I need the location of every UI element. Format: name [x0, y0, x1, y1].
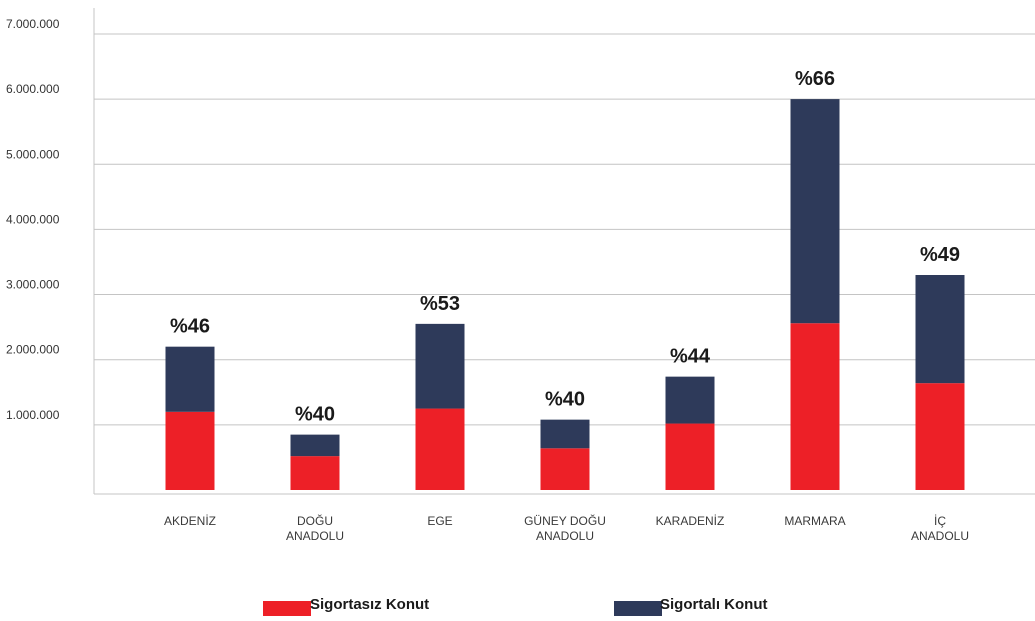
y-tick-label: 5.000.000: [6, 147, 60, 161]
bar-sigortasiz: [915, 383, 965, 490]
category-label: MARMARA: [784, 514, 845, 528]
category-label-line: AKDENİZ: [164, 514, 216, 528]
bar-sigortasiz: [540, 448, 590, 490]
bar-sigortasiz: [415, 408, 465, 490]
legend-swatch-sigortali: [614, 601, 662, 616]
legend-swatch-sigortasiz: [263, 601, 311, 616]
category-label-line: ANADOLU: [911, 529, 969, 543]
y-tick-label: 6.000.000: [6, 82, 60, 96]
category-label: KARADENİZ: [656, 514, 725, 528]
bar-sigortasiz: [290, 456, 340, 490]
category-label: İÇ ANADOLU: [911, 514, 969, 543]
legend-label-sigortali: Sigortalı Konut: [660, 596, 768, 613]
bar-sigortasiz: [665, 423, 715, 490]
category-label: GÜNEY DOĞU ANADOLU: [524, 513, 606, 543]
category-label: DOĞU ANADOLU: [286, 513, 344, 543]
y-tick-label: 7.000.000: [6, 17, 60, 31]
category-label: EGE: [427, 514, 452, 528]
legend-label-sigortasiz: Sigortasız Konut: [310, 596, 429, 613]
category-label: AKDENİZ: [164, 514, 216, 528]
grid-layer: [93, 8, 1035, 495]
bar-sigortasiz: [165, 411, 215, 490]
bar-percent-label: %66: [795, 68, 835, 90]
bar-sigortali: [540, 419, 590, 449]
category-label-line: MARMARA: [784, 514, 845, 528]
category-label-line: DOĞU: [297, 513, 333, 528]
bar-percent-label: %40: [295, 404, 335, 426]
bar-percent-label: %53: [420, 293, 460, 315]
y-tick-label: 3.000.000: [6, 278, 60, 292]
legend: Sigortasız Konut Sigortalı Konut: [263, 596, 768, 616]
bar-sigortali: [290, 434, 340, 457]
category-label-line: EGE: [427, 514, 452, 528]
bar-percent-label: %44: [670, 346, 711, 368]
bar-layer: [165, 99, 965, 490]
category-label-line: ANADOLU: [286, 529, 344, 543]
bar-sigortali: [415, 323, 465, 409]
label-layer: 1.000.000 2.000.000 3.000.000 4.000.000 5.00…: [6, 17, 969, 543]
y-tick-label: 1.000.000: [6, 408, 60, 422]
bar-sigortali: [665, 376, 715, 424]
category-label-line: İÇ: [934, 514, 946, 528]
bar-percent-label: %40: [545, 389, 585, 411]
bar-sigortali: [790, 99, 840, 324]
bar-percent-label: %49: [920, 244, 960, 266]
y-tick-label: 4.000.000: [6, 212, 60, 226]
bar-sigortali: [915, 275, 965, 384]
bar-percent-label: %46: [170, 316, 210, 338]
bar-sigortasiz: [790, 323, 840, 490]
category-label-line: ANADOLU: [536, 529, 594, 543]
bar-sigortali: [165, 346, 215, 412]
category-label-line: KARADENİZ: [656, 514, 725, 528]
y-tick-label: 2.000.000: [6, 343, 60, 357]
category-label-line: GÜNEY DOĞU: [524, 513, 606, 528]
